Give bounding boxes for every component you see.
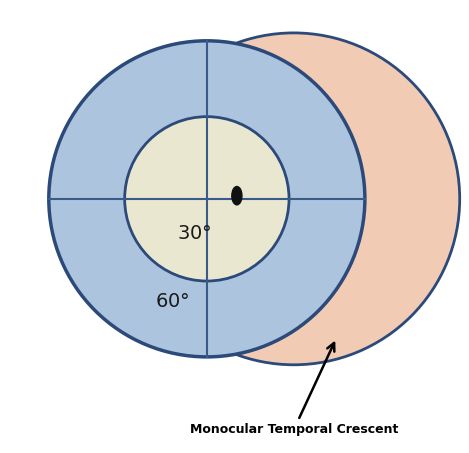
Circle shape	[128, 33, 460, 365]
Text: Monocular Temporal Crescent: Monocular Temporal Crescent	[189, 343, 398, 436]
Text: 60$\degree$: 60$\degree$	[155, 292, 189, 311]
Circle shape	[125, 117, 289, 281]
Text: 30$\degree$: 30$\degree$	[177, 224, 212, 243]
Ellipse shape	[232, 187, 242, 205]
Circle shape	[49, 41, 365, 357]
